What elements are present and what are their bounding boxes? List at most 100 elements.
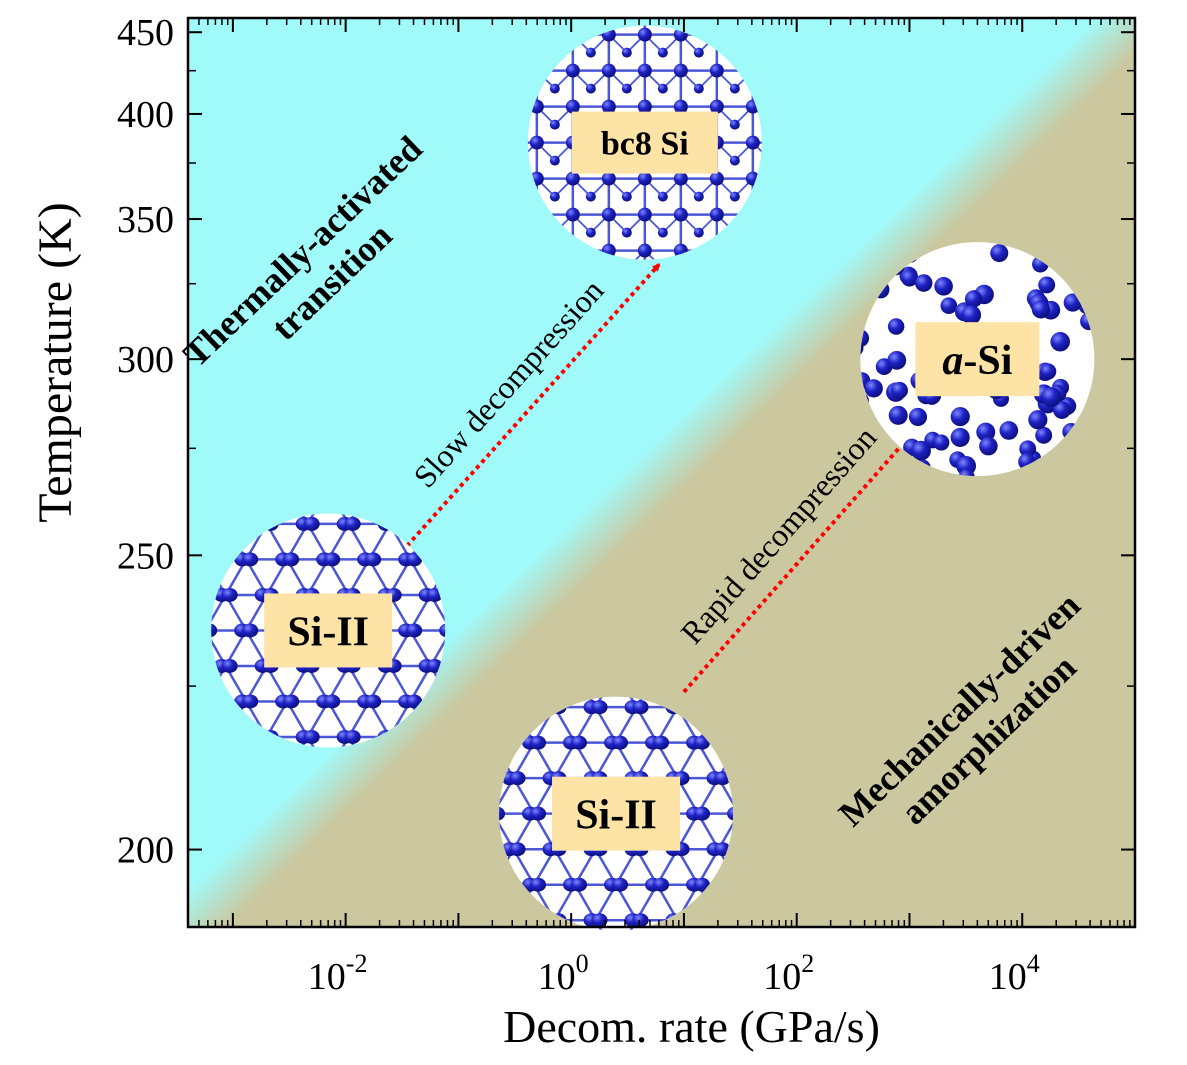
bond [821,956,842,992]
atom [727,949,743,963]
atom [173,517,189,531]
atom [830,984,846,998]
bond [719,956,740,992]
atom [633,984,649,998]
bond [735,0,753,17]
atom [727,806,734,821]
atom [549,119,560,130]
bond [514,956,535,992]
bond [465,0,483,17]
atom [344,729,361,744]
atom [132,801,148,815]
bond [144,772,165,808]
atom [585,47,596,58]
bond [843,0,861,17]
atom [119,623,135,637]
x-tick-label: 100 [538,949,589,998]
atom [152,694,168,708]
atom [999,421,1019,440]
y-tick-label: 350 [117,199,174,241]
atom [674,984,690,998]
atom [1050,331,1070,352]
bond [411,956,432,992]
bond [825,0,843,17]
atom [887,350,907,370]
atom [119,694,135,708]
bond [657,956,678,992]
axis-ticks: 10-2 100 102 104 200 250 300 350 400 450 [117,12,1136,998]
atom [612,949,628,963]
atom [221,658,238,673]
bond [452,956,473,992]
bond [123,595,144,631]
atom [132,588,148,602]
atom [530,0,544,6]
atom [686,949,702,963]
bond [717,0,735,17]
atom [838,984,854,998]
atom [585,227,596,238]
atom [694,806,711,821]
atom [111,694,127,708]
y-tick-label: 250 [117,535,174,577]
atom [211,623,218,638]
atom [152,481,168,495]
bond [164,595,185,631]
atom [440,949,456,963]
bond [789,0,807,17]
atom [673,63,688,78]
atom [242,552,259,567]
atom [111,765,127,779]
bond [637,956,658,992]
atom [585,191,596,202]
bond [627,0,645,17]
atom [571,735,588,750]
atom [715,984,731,998]
atom [530,877,547,892]
atom [365,552,382,567]
bond [164,701,185,737]
atom [817,949,833,963]
atom [729,83,740,94]
phase-label: Si-II [287,609,369,655]
atom [140,446,156,460]
bond [573,0,591,17]
atom [461,984,477,998]
atom [1031,300,1051,319]
atom [481,949,497,963]
atom [509,842,526,857]
atom [111,623,127,637]
bond [663,0,681,17]
atom [914,274,933,292]
bond [493,956,513,992]
atom [860,329,870,348]
plot-frame [186,16,1137,929]
atom [890,381,908,399]
bond [123,737,144,773]
atom [140,801,156,815]
bond [555,0,573,17]
phase-label: Si-II [575,793,657,839]
atom [638,0,652,6]
bond [164,630,185,666]
bond [609,0,627,17]
bond [164,772,185,808]
atom [621,227,632,238]
bond [123,666,144,702]
atom [693,191,704,202]
atom [565,171,580,186]
atom [140,517,156,531]
bond [698,956,719,992]
atom [748,984,764,998]
atom [612,877,629,892]
atom [979,436,998,456]
atom [324,694,341,709]
bond [123,488,144,524]
atom [399,949,415,963]
bond [739,956,760,992]
bond [164,737,185,773]
atom [173,446,189,460]
atom [637,63,652,78]
atom [709,63,724,78]
atom [530,735,547,750]
